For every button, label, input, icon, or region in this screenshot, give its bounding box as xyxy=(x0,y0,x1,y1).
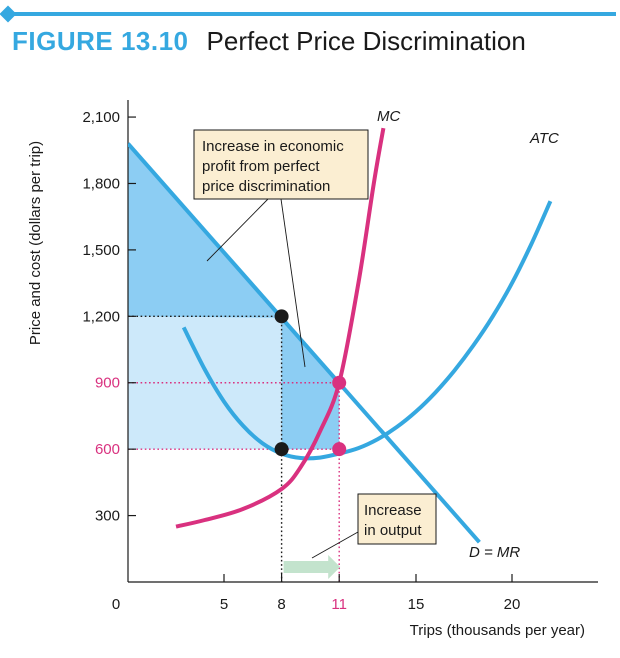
output-callout-leader xyxy=(311,531,359,559)
x-tick-label: 15 xyxy=(408,596,425,613)
y-axis-title: Price and cost (dollars per trip) xyxy=(27,141,44,345)
x-tick-label: 0 xyxy=(112,596,120,613)
profit-callout-line-1: Increase in economic xyxy=(202,138,344,155)
profit-callout-line-3: price discrimination xyxy=(202,178,330,195)
y-tick-label: 2,100 xyxy=(82,109,120,126)
x-tick-label: 11 xyxy=(331,596,347,613)
x-tick-label: 20 xyxy=(504,596,521,613)
output-callout-line-2: in output xyxy=(364,522,422,539)
mc-label: MC xyxy=(377,108,400,125)
x-ticks: 0 5 8 11 15 20 xyxy=(112,574,521,613)
figure-heading: FIGURE 13.10 Perfect Price Discrimination xyxy=(12,26,526,57)
profit-callout-leader-1 xyxy=(206,198,269,262)
output-callout-box xyxy=(357,493,437,545)
y-tick-label: 1,500 xyxy=(82,242,120,259)
y-tick-label: 300 xyxy=(95,508,120,525)
profit-callout-line-2: profit from perfect xyxy=(202,158,320,175)
equilibrium-point xyxy=(274,442,289,457)
y-tick-label: 900 xyxy=(95,375,120,392)
y-tick-label: 600 xyxy=(95,441,120,458)
output-arrow xyxy=(283,555,341,579)
atc-label: ATC xyxy=(529,130,559,147)
x-axis-title: Trips (thousands per year) xyxy=(410,622,585,639)
demand-curve xyxy=(128,142,481,544)
header-rule xyxy=(6,12,616,16)
equilibrium-point xyxy=(332,375,347,390)
mc-curve xyxy=(175,127,386,529)
figure-label: FIGURE 13.10 xyxy=(12,26,189,56)
x-tick-label: 5 xyxy=(220,596,228,613)
profit-callout-leader-2 xyxy=(280,198,306,368)
equilibrium-point xyxy=(274,309,289,324)
figure-title: Perfect Price Discrimination xyxy=(206,26,526,56)
x-tick-label: 8 xyxy=(277,596,285,613)
equilibrium-point xyxy=(332,442,347,457)
points xyxy=(274,309,347,457)
output-callout-line-1: Increase xyxy=(364,502,422,519)
y-ticks: 300 600 900 1,200 1,500 1,800 2,100 xyxy=(82,109,136,525)
demand-label: D = MR xyxy=(469,544,520,561)
y-tick-label: 1,200 xyxy=(82,308,120,325)
consumer-surplus-triangle xyxy=(281,316,340,450)
profit-callout-box xyxy=(193,129,369,200)
atc-curve xyxy=(181,200,553,461)
y-tick-label: 1,800 xyxy=(82,175,120,192)
